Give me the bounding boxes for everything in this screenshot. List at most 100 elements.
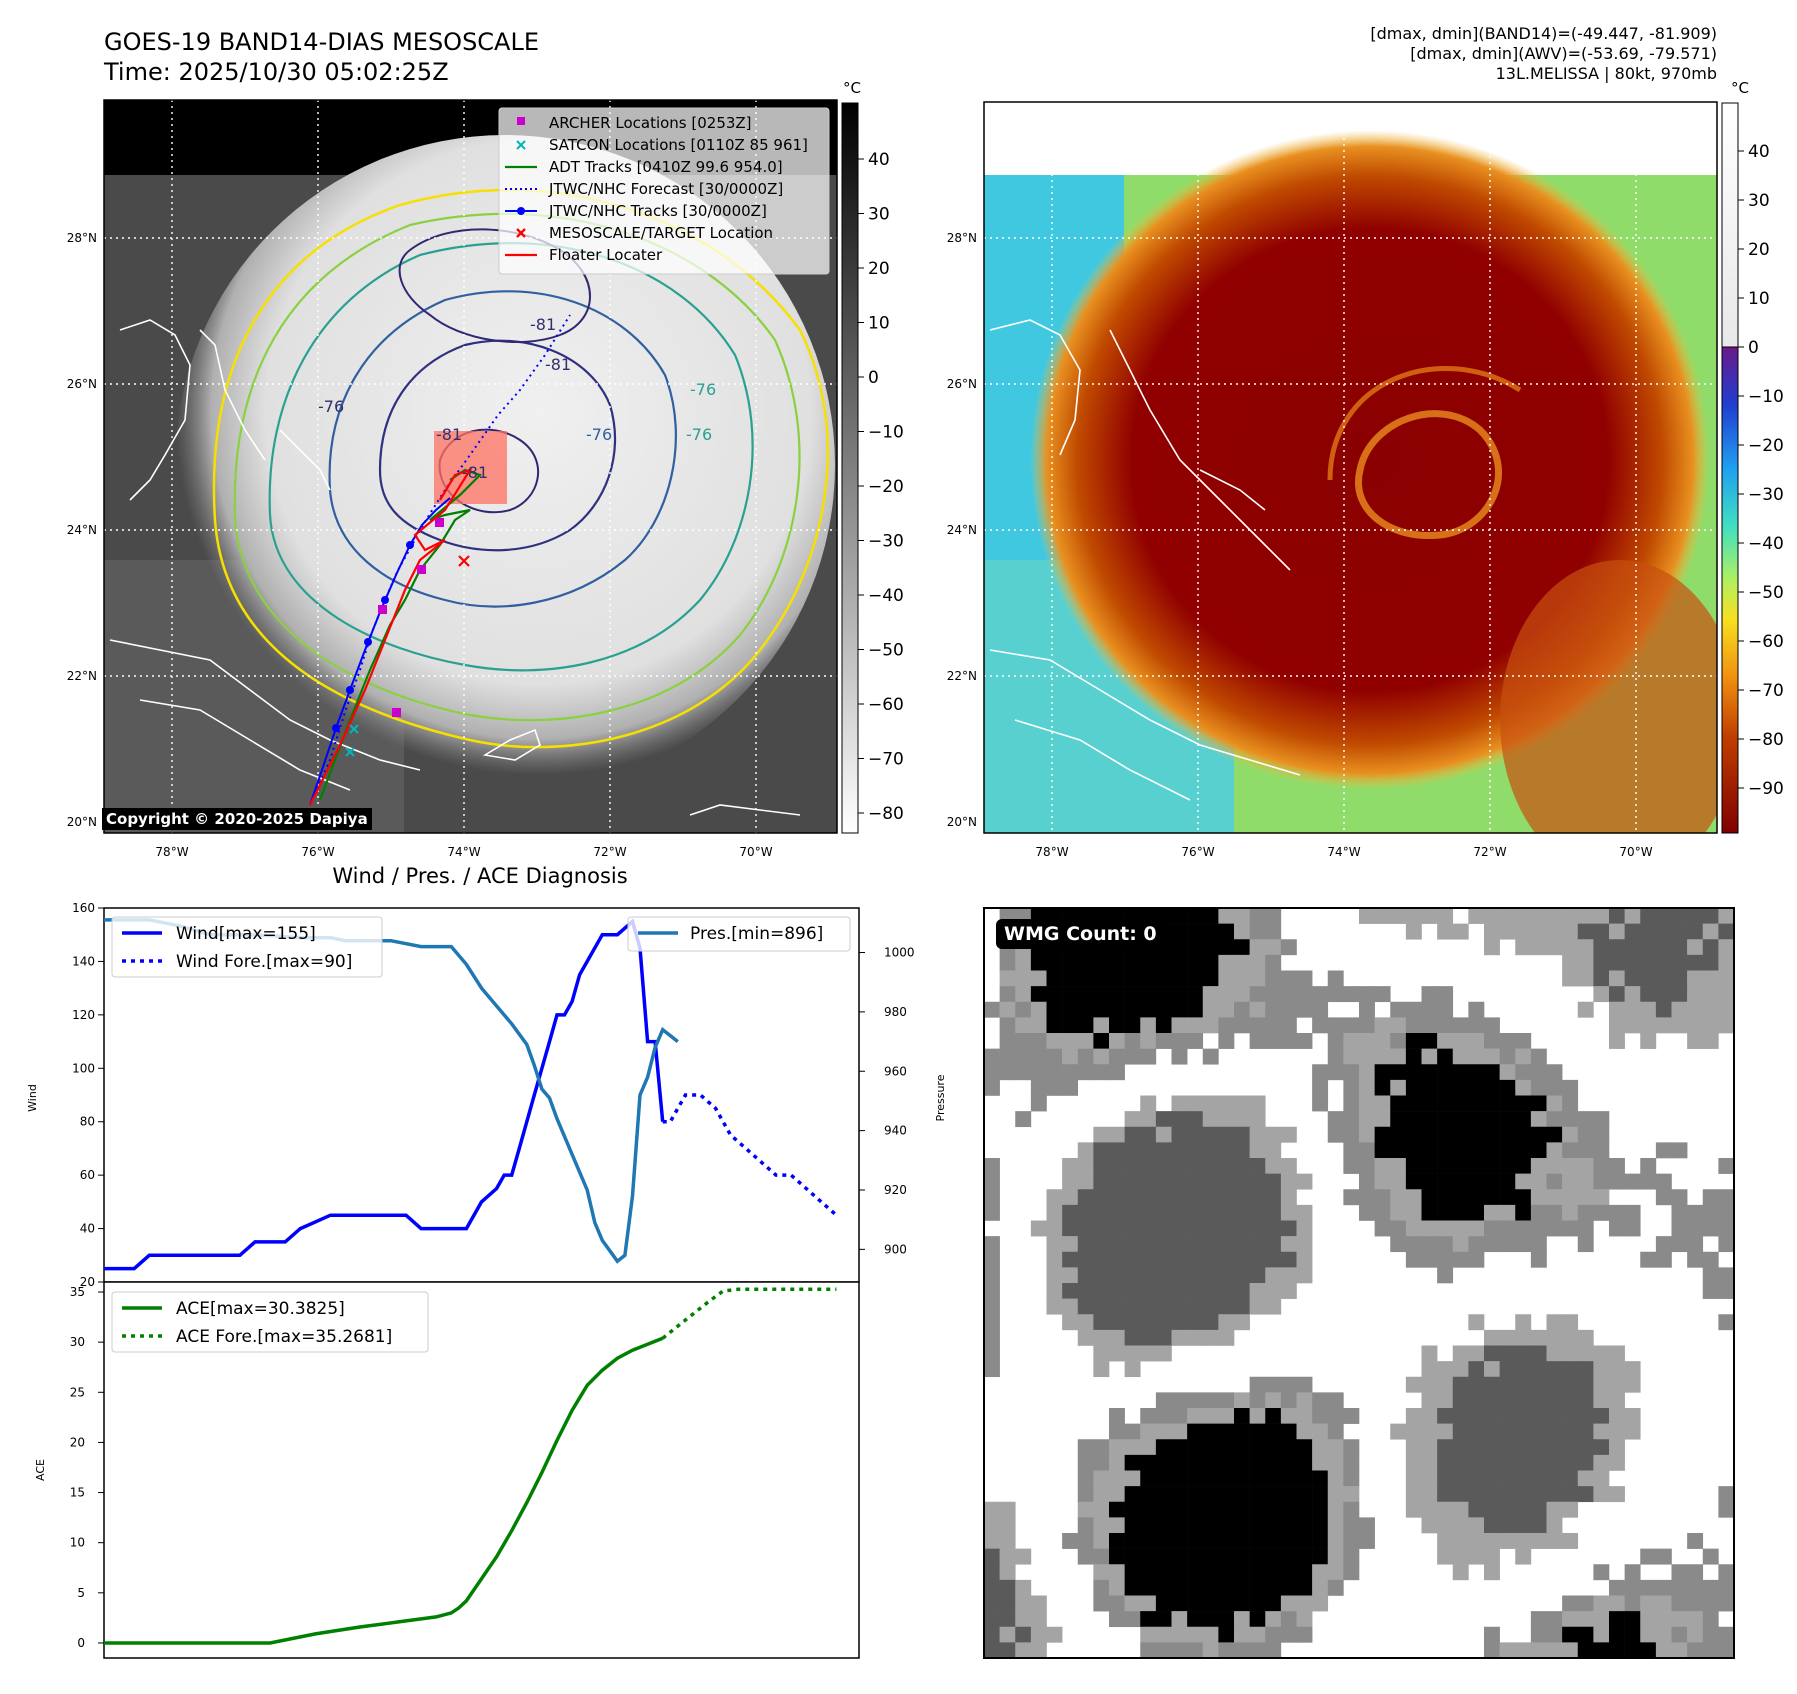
wmg-cell <box>1499 1501 1516 1518</box>
wmg-cell <box>1093 1267 1110 1284</box>
wmg-cell <box>1265 1548 1282 1565</box>
wmg-cell <box>1437 1189 1454 1206</box>
wmg-cell <box>1280 1204 1297 1221</box>
wmg-cell <box>1593 1345 1610 1362</box>
wmg-cell <box>1484 1423 1500 1440</box>
wmg-cell <box>1593 1439 1610 1456</box>
wind-y-tick-label: 140 <box>72 954 95 968</box>
wmg-cell <box>1437 1048 1454 1065</box>
wmg-cell <box>1077 1017 1094 1034</box>
wmg-cell <box>1452 1548 1469 1565</box>
wmg-cell <box>1655 1189 1672 1206</box>
wmg-cell <box>1124 1486 1141 1503</box>
wmg-cell <box>1249 939 1266 956</box>
colorbar-tick-label: −10 <box>1748 387 1784 407</box>
wmg-cell <box>1546 1345 1563 1362</box>
wmg-cell <box>1124 1611 1141 1628</box>
wmg-cell <box>1140 1423 1157 1440</box>
wmg-cell <box>1234 1126 1250 1143</box>
wmg-cell <box>1062 1267 1079 1284</box>
wmg-cell <box>1218 1595 1235 1612</box>
wmg-cell <box>1609 1642 1625 1659</box>
wmg-cell <box>1359 1517 1375 1534</box>
wmg-cell <box>1405 1501 1422 1518</box>
wmg-cell <box>1609 1439 1625 1456</box>
wmg-cell <box>1202 1579 1219 1596</box>
wmg-cell <box>1124 1470 1141 1487</box>
wmg-cell <box>1140 1611 1157 1628</box>
wmg-cell <box>1187 1017 1204 1034</box>
wmg-cell <box>1452 1189 1469 1206</box>
wmg-cell <box>1046 954 1063 971</box>
wmg-cell <box>1202 939 1219 956</box>
wmg-cell <box>1218 1408 1235 1424</box>
wmg-cell <box>1124 1533 1141 1549</box>
wmg-cell <box>1234 1236 1250 1253</box>
wmg-cell <box>1077 970 1094 987</box>
wmg-cell <box>1484 1158 1500 1174</box>
wmg-cell <box>1452 1392 1469 1409</box>
wmg-cell <box>1218 1204 1235 1221</box>
wmg-cell <box>1109 1439 1125 1456</box>
wmg-cell <box>1234 1517 1250 1534</box>
wmg-cell <box>1077 1142 1094 1159</box>
wmg-cell <box>1155 1564 1172 1581</box>
wmg-cell <box>1718 1501 1735 1518</box>
wind-y-tick-label: 160 <box>72 901 95 915</box>
wmg-cell <box>1530 1079 1547 1096</box>
wmg-cell <box>1093 1314 1110 1331</box>
wmg-cell <box>1249 1486 1266 1503</box>
wmg-cell <box>1312 1095 1329 1112</box>
wmg-cell <box>1109 1283 1125 1299</box>
wmg-cell <box>1093 1236 1110 1253</box>
wmg-cell <box>1280 1392 1297 1409</box>
wmg-cell <box>1155 1251 1172 1268</box>
wmg-cell <box>1046 1626 1063 1643</box>
wmg-cell <box>1124 1158 1141 1174</box>
wmg-cell <box>1671 1204 1688 1221</box>
wmg-cell <box>1515 1064 1532 1081</box>
wmg-cell <box>1218 1033 1235 1049</box>
wmg-cell <box>1343 1454 1360 1471</box>
wmg-cell <box>1218 1001 1235 1018</box>
wmg-panel-frame <box>983 907 1735 1659</box>
wmg-cell <box>1577 1626 1594 1643</box>
wmg-cell <box>1437 1392 1454 1409</box>
ace-y-tick-label: 5 <box>77 1586 85 1600</box>
wmg-cell <box>1655 939 1672 956</box>
wmg-cell <box>1202 1236 1219 1253</box>
wmg-cell <box>999 986 1016 1003</box>
wmg-cell <box>999 1048 1016 1065</box>
wmg-cell <box>1437 1033 1454 1049</box>
wmg-cell <box>1077 1158 1094 1174</box>
wmg-cell <box>1484 1095 1500 1112</box>
wmg-cell <box>1624 1001 1641 1018</box>
wmg-cell <box>1609 1220 1625 1237</box>
wmg-cell <box>1546 1408 1563 1424</box>
wmg-cell <box>1640 1642 1657 1659</box>
wmg-cell <box>1140 1454 1157 1471</box>
wmg-cell <box>1515 923 1532 940</box>
wmg-cell <box>1140 1533 1157 1549</box>
wmg-cell <box>1218 1314 1235 1331</box>
wmg-cell <box>1296 1001 1313 1018</box>
wmg-cell <box>1609 1423 1625 1440</box>
colorbar-tick-label: −30 <box>868 532 904 552</box>
wmg-cell <box>1562 1189 1579 1206</box>
contour-label: -76 <box>586 425 612 444</box>
wmg-cell <box>1546 1454 1563 1471</box>
wmg-cell <box>1640 970 1657 987</box>
wmg-cell <box>1249 1470 1266 1487</box>
wmg-cell <box>1562 1095 1579 1112</box>
wmg-cell <box>1359 1001 1375 1018</box>
wmg-cell <box>1187 1564 1204 1581</box>
wmg-cell <box>1405 908 1422 924</box>
wmg-cell <box>1265 1033 1282 1049</box>
wmg-cell <box>1202 1314 1219 1331</box>
wmg-cell <box>1452 1142 1469 1159</box>
contour-label: -81 <box>545 355 571 374</box>
wmg-cell <box>1405 1376 1422 1393</box>
wmg-cell <box>1327 1126 1344 1143</box>
wmg-cell <box>1437 1095 1454 1112</box>
